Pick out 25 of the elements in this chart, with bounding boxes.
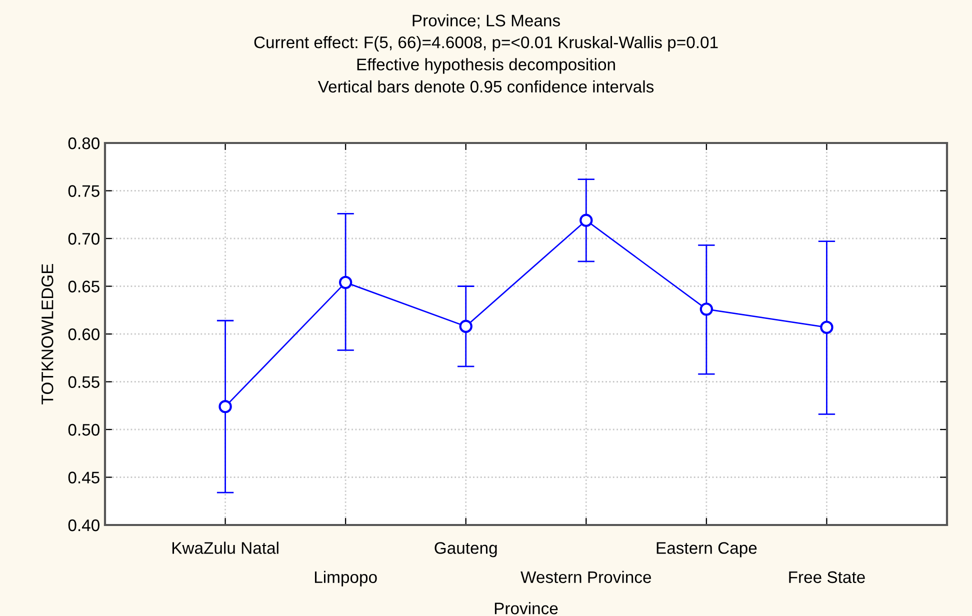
x-tick-label: KwaZulu Natal [172, 542, 278, 554]
y-tick-label: 0.40 [68, 519, 100, 532]
x-tick-label: Free State [789, 571, 865, 584]
point [338, 276, 352, 290]
x-axis-title: Province [494, 602, 558, 614]
x-tick-label: Limpopo [314, 570, 377, 586]
chart-title: Province; LS Means [412, 14, 560, 28]
point [459, 320, 472, 333]
y-axis-title: TOTKNOWLEDGE [41, 264, 54, 404]
y-tick-label: 0.55 [68, 376, 100, 388]
y-tick-label: 0.45 [68, 472, 100, 484]
chart-subtitle: Current effect: F(5, 66)=4.6008, p=<0.01 Kruskal-Wallis p=0.01 Effective hypothesis decomposition Vertical bars denote 0.95 confidence intervals [254, 36, 718, 93]
y-tick-label: 0.75 [68, 185, 100, 197]
x-tick-label: Western Province [520, 570, 652, 584]
y-tick-label: 0.50 [68, 424, 100, 436]
x-tick-label: Gauteng [434, 542, 497, 558]
y-tick-label: 0.80 [68, 137, 100, 150]
point [218, 400, 232, 414]
y-tick-label: 0.60 [68, 328, 100, 340]
point [580, 214, 593, 227]
x-tick-label: Eastern Cape [656, 542, 757, 558]
y-tick-label: 0.65 [68, 280, 100, 292]
point [700, 302, 714, 316]
y-tick-label: 0.70 [68, 232, 100, 245]
point [820, 320, 834, 334]
